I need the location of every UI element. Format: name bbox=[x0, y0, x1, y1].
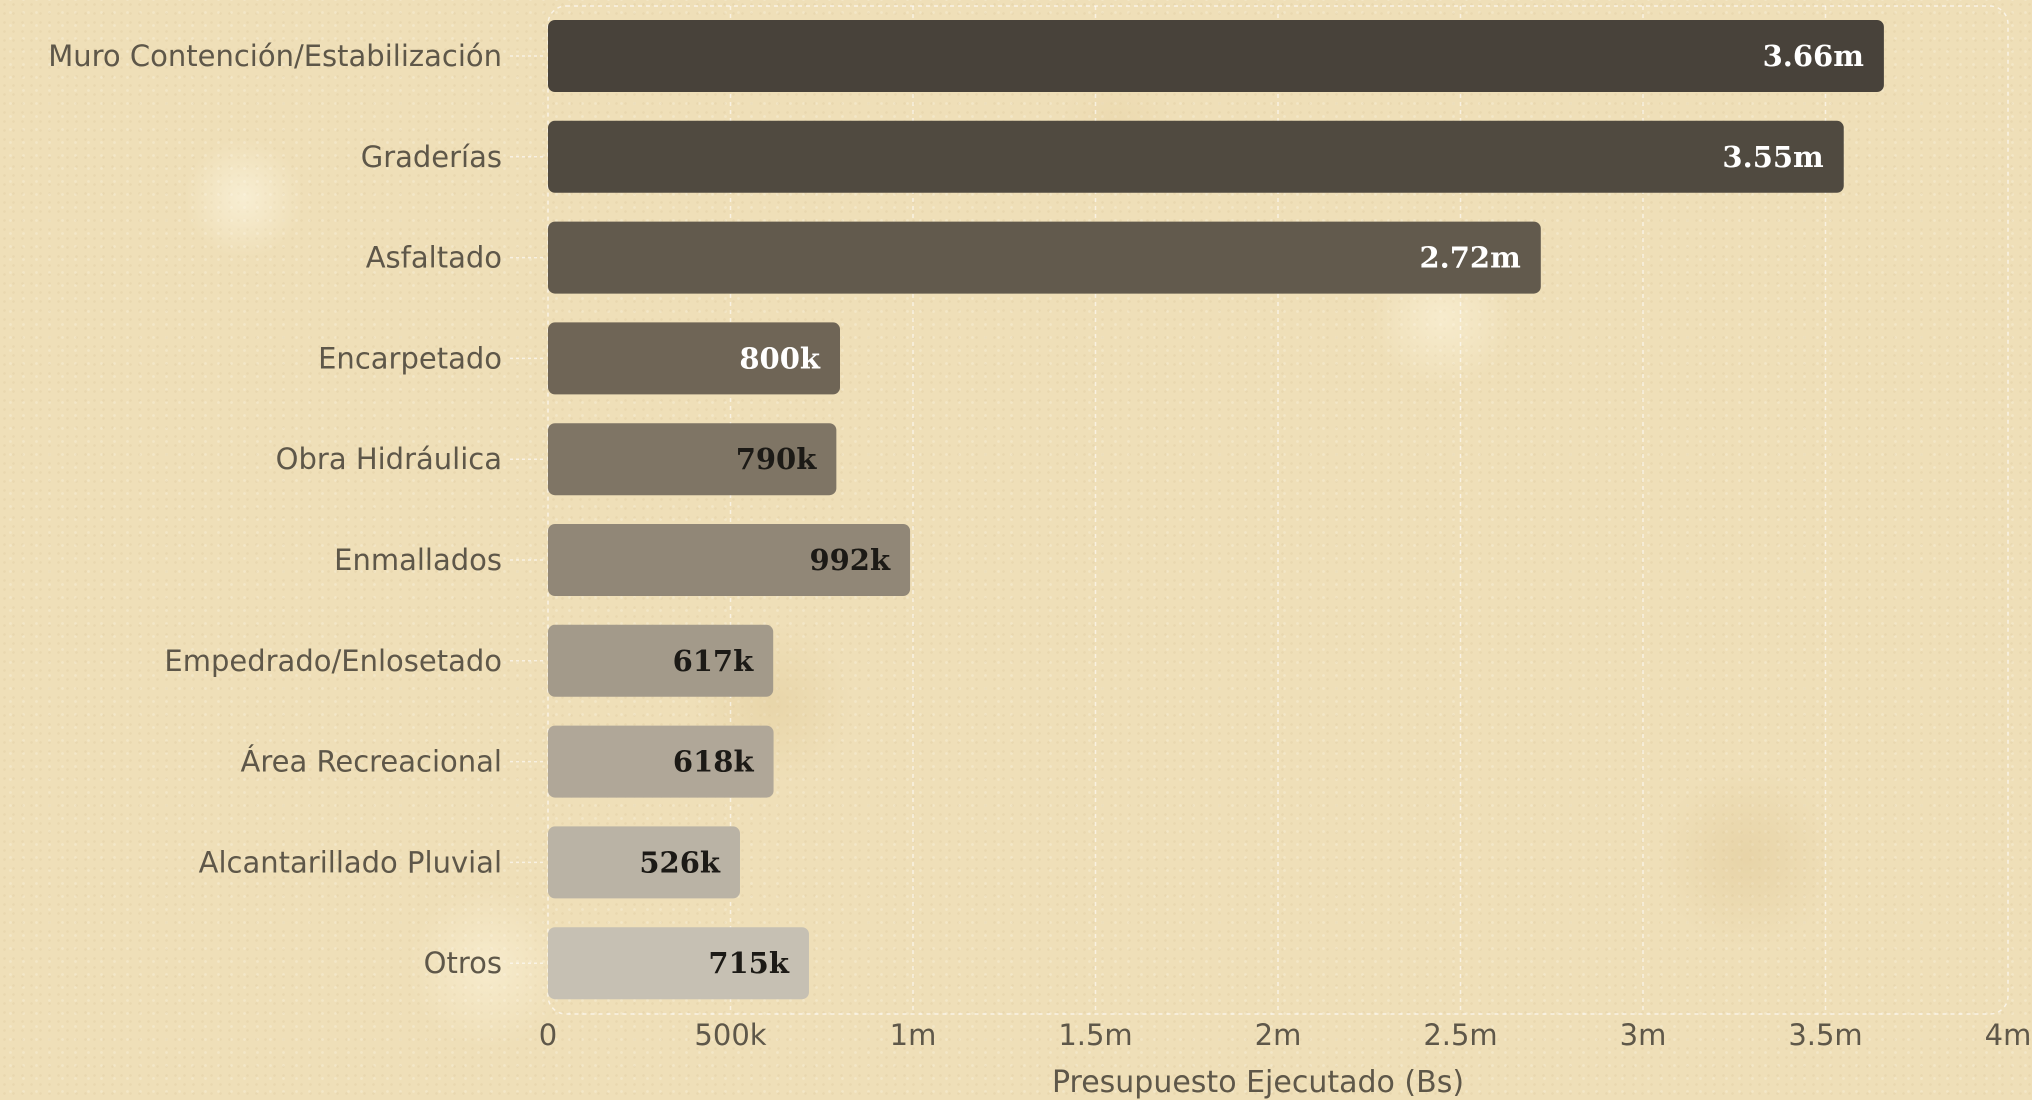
category-label: Otros bbox=[424, 946, 502, 980]
x-tick-label: 0 bbox=[539, 1018, 557, 1052]
x-tick-label: 1.5m bbox=[1058, 1018, 1132, 1052]
bars: 3.66m 3.55m 2.72m 800k 790k 992k 617k 618k 526k 7… bbox=[548, 20, 1884, 1000]
x-tick-label: 3m bbox=[1620, 1018, 1667, 1052]
category-label: Obra Hidráulica bbox=[276, 442, 502, 476]
bar bbox=[548, 524, 911, 596]
bar-value-label: 800k bbox=[739, 341, 821, 375]
bar-value-label: 2.72m bbox=[1419, 241, 1521, 275]
bar-value-label: 618k bbox=[673, 745, 755, 779]
bar bbox=[548, 221, 1541, 294]
x-tick-label: 3.5m bbox=[1788, 1018, 1862, 1052]
x-tick-label: 1m bbox=[890, 1018, 937, 1052]
category-label: Encarpetado bbox=[318, 341, 502, 375]
bar bbox=[548, 322, 840, 395]
category-label: Empedrado/Enlosetado bbox=[164, 644, 502, 678]
bar bbox=[548, 826, 740, 899]
grid-lines bbox=[547, 5, 2009, 1015]
category-label: Alcantarillado Pluvial bbox=[199, 845, 502, 879]
x-tick-label: 500k bbox=[694, 1018, 766, 1052]
category-label: Enmallados bbox=[334, 543, 502, 577]
category-label: Graderías bbox=[361, 140, 502, 174]
bar-value-label: 790k bbox=[736, 442, 818, 476]
x-tick-label: 4m bbox=[1985, 1018, 2032, 1052]
category-label: Área Recreacional bbox=[241, 745, 502, 779]
bar bbox=[548, 423, 837, 496]
bar bbox=[548, 725, 774, 798]
bar bbox=[548, 120, 1844, 193]
x-axis-title: Presupuesto Ejecutado (Bs) bbox=[1052, 1065, 1464, 1100]
bar-value-label: 3.66m bbox=[1763, 39, 1865, 73]
x-tick-label: 2m bbox=[1255, 1018, 1302, 1052]
category-label: Asfaltado bbox=[366, 241, 502, 275]
bar-value-label: 617k bbox=[673, 644, 755, 678]
bar bbox=[548, 624, 774, 697]
x-tick-label: 2.5m bbox=[1423, 1018, 1497, 1052]
bar-value-label: 715k bbox=[708, 946, 790, 980]
category-label: Muro Contención/Estabilización bbox=[48, 39, 502, 73]
bar-value-label: 526k bbox=[639, 845, 721, 879]
bar bbox=[548, 20, 1884, 92]
category-labels: Muro Contención/Estabilización Graderías A… bbox=[48, 39, 544, 980]
bar bbox=[548, 927, 809, 1000]
bar-value-label: 3.55m bbox=[1722, 140, 1824, 174]
x-axis-ticks: 0 500k 1m 1.5m 2m 2.5m 3m 3.5m 4m bbox=[539, 1018, 2032, 1052]
bar-value-label: 992k bbox=[809, 543, 891, 577]
